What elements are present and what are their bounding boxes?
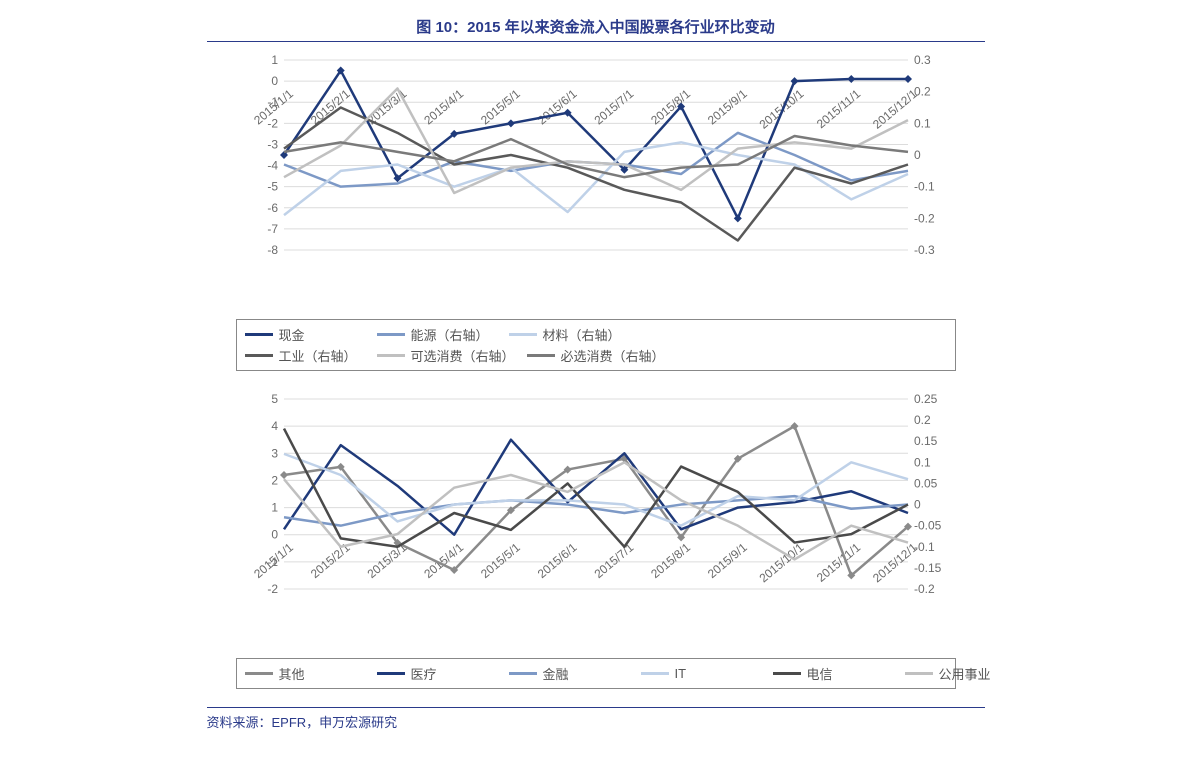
legend-item: 其他 <box>245 664 365 683</box>
svg-text:0: 0 <box>914 498 921 512</box>
legend-item: IT <box>641 664 761 683</box>
legend-label: 金融 <box>543 664 569 683</box>
svg-text:2015/7/1: 2015/7/1 <box>591 86 636 127</box>
svg-text:2015/6/1: 2015/6/1 <box>534 540 579 581</box>
legend-swatch <box>245 672 273 675</box>
svg-text:0: 0 <box>271 528 278 542</box>
chart-1: -8-7-6-5-4-3-2-101-0.3-0.2-0.100.10.20.3… <box>236 50 956 371</box>
legend-row: 工业（右轴） 可选消费（右轴） 必选消费（右轴） <box>245 345 947 366</box>
svg-text:-0.15: -0.15 <box>914 561 942 575</box>
legend-label: 必选消费（右轴） <box>561 346 665 365</box>
legend-swatch <box>509 672 537 675</box>
svg-text:2015/11/1: 2015/11/1 <box>813 86 862 131</box>
legend-item: 电信 <box>773 664 893 683</box>
legend-label: 工业（右轴） <box>279 346 357 365</box>
svg-text:2015/5/1: 2015/5/1 <box>478 540 523 581</box>
chart-2-legend: 其他医疗金融IT电信公用事业 <box>236 658 956 689</box>
legend-label: 材料（右轴） <box>543 325 621 344</box>
legend-item: 能源（右轴） <box>377 325 497 344</box>
legend-item: 金融 <box>509 664 629 683</box>
svg-text:-0.05: -0.05 <box>914 519 942 533</box>
svg-text:0.3: 0.3 <box>914 53 931 67</box>
svg-text:1: 1 <box>271 53 278 67</box>
svg-text:0: 0 <box>914 148 921 162</box>
svg-text:0: 0 <box>271 74 278 88</box>
figure-title: 图 10：2015 年以来资金流入中国股票各行业环比变动 <box>207 12 985 42</box>
svg-text:-3: -3 <box>267 137 278 151</box>
legend-row: 现金 能源（右轴） 材料（右轴） <box>245 324 947 345</box>
legend-label: 其他 <box>279 664 305 683</box>
legend-label: 医疗 <box>411 664 437 683</box>
svg-text:-0.2: -0.2 <box>914 582 935 596</box>
legend-item: 公用事业 <box>905 664 1025 683</box>
legend-swatch <box>773 672 801 675</box>
legend-swatch <box>377 354 405 357</box>
svg-text:-5: -5 <box>267 180 278 194</box>
svg-text:0.2: 0.2 <box>914 413 931 427</box>
svg-text:2: 2 <box>271 473 278 487</box>
svg-text:-8: -8 <box>267 243 278 257</box>
figure-container: 图 10：2015 年以来资金流入中国股票各行业环比变动 -8 -7 -6 -5 -4 -… <box>207 0 985 731</box>
svg-text:5: 5 <box>271 392 278 406</box>
legend-label: IT <box>675 666 687 681</box>
legend-item: 工业（右轴） <box>245 346 365 365</box>
legend-label: 现金 <box>279 325 305 344</box>
svg-text:2015/12/1: 2015/12/1 <box>870 540 920 585</box>
legend-label: 能源（右轴） <box>411 325 489 344</box>
svg-text:0.05: 0.05 <box>914 476 938 490</box>
legend-item: 材料（右轴） <box>509 325 629 344</box>
legend-item: 医疗 <box>377 664 497 683</box>
svg-text:2015/10/1: 2015/10/1 <box>756 540 806 585</box>
svg-text:0.1: 0.1 <box>914 455 931 469</box>
legend-item: 现金 <box>245 325 365 344</box>
svg-text:-0.1: -0.1 <box>914 180 935 194</box>
legend-swatch <box>905 672 933 675</box>
svg-text:4: 4 <box>271 419 278 433</box>
legend-label: 可选消费（右轴） <box>411 346 515 365</box>
legend-row: 其他医疗金融IT电信公用事业 <box>245 663 947 684</box>
svg-text:2015/7/1: 2015/7/1 <box>591 540 636 581</box>
legend-swatch <box>245 333 273 336</box>
svg-text:2015/4/1: 2015/4/1 <box>421 540 466 581</box>
figure-source: 资料来源：EPFR，申万宏源研究 <box>207 707 985 731</box>
svg-text:-7: -7 <box>267 222 278 236</box>
legend-swatch <box>641 672 669 675</box>
legend-swatch <box>377 333 405 336</box>
svg-text:-0.3: -0.3 <box>914 243 935 257</box>
svg-text:0.1: 0.1 <box>914 116 931 130</box>
svg-text:-6: -6 <box>267 201 278 215</box>
svg-text:0.15: 0.15 <box>914 434 938 448</box>
svg-text:3: 3 <box>271 446 278 460</box>
chart-2: -2-1012345-0.2-0.15-0.1-0.0500.050.10.15… <box>236 389 956 689</box>
svg-text:1: 1 <box>271 501 278 515</box>
chart-1-legend: 现金 能源（右轴） 材料（右轴） 工业（右轴） 可选消费（右轴） 必选消费（右轴） <box>236 319 956 371</box>
legend-item: 必选消费（右轴） <box>527 346 665 365</box>
chart-2-svg: -2-1012345-0.2-0.15-0.1-0.0500.050.10.15… <box>236 389 956 649</box>
svg-text:-0.2: -0.2 <box>914 211 935 225</box>
svg-text:2015/12/1: 2015/12/1 <box>870 86 920 131</box>
legend-label: 电信 <box>807 664 833 683</box>
chart-1-svg: -8-7-6-5-4-3-2-101-0.3-0.2-0.100.10.20.3… <box>236 50 956 310</box>
svg-text:2015/6/1: 2015/6/1 <box>534 86 579 127</box>
legend-label: 公用事业 <box>939 664 991 683</box>
svg-text:2015/8/1: 2015/8/1 <box>648 86 693 127</box>
legend-swatch <box>509 333 537 336</box>
svg-text:2015/1/1: 2015/1/1 <box>251 540 296 581</box>
svg-text:-2: -2 <box>267 582 278 596</box>
svg-text:2015/4/1: 2015/4/1 <box>421 86 466 127</box>
legend-item: 可选消费（右轴） <box>377 346 515 365</box>
legend-swatch <box>377 672 405 675</box>
legend-swatch <box>245 354 273 357</box>
svg-text:2015/9/1: 2015/9/1 <box>704 540 749 581</box>
svg-text:2015/11/1: 2015/11/1 <box>813 540 862 585</box>
svg-text:-4: -4 <box>267 159 278 173</box>
svg-text:2015/9/1: 2015/9/1 <box>704 86 749 127</box>
legend-swatch <box>527 354 555 357</box>
svg-text:2015/8/1: 2015/8/1 <box>648 540 693 581</box>
svg-text:2015/2/1: 2015/2/1 <box>307 86 352 127</box>
svg-text:0.25: 0.25 <box>914 392 938 406</box>
